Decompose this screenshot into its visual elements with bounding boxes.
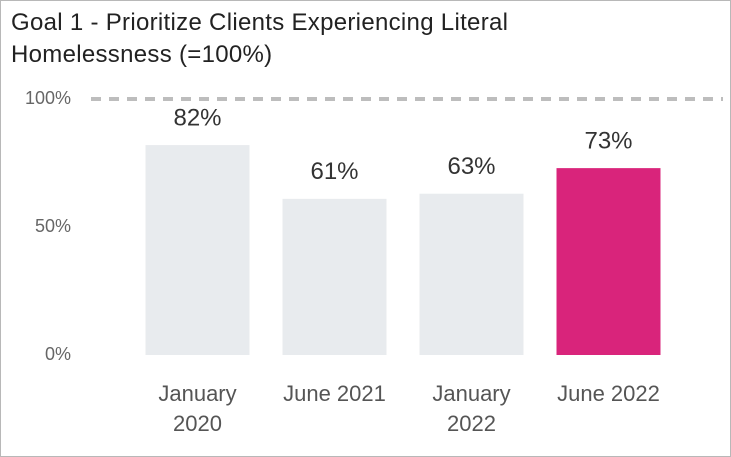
x-tick-label: June 2022 [557, 381, 660, 406]
y-tick-label: 0% [45, 344, 71, 364]
value-label: 82% [173, 104, 221, 131]
value-label: 61% [310, 158, 358, 185]
y-tick-label: 100% [25, 88, 71, 108]
bar [556, 168, 661, 355]
value-label: 63% [447, 153, 495, 180]
x-tick-label: June 2021 [283, 381, 386, 406]
x-tick-label: January 2022 [432, 381, 511, 436]
chart-title: Goal 1 - Prioritize Clients Experiencing… [11, 9, 509, 68]
bar [145, 145, 250, 355]
x-tick-label: January 2020 [158, 381, 237, 436]
bar [282, 198, 387, 355]
y-tick-label: 50% [35, 216, 71, 236]
bar [419, 193, 524, 355]
value-label: 73% [584, 127, 632, 154]
